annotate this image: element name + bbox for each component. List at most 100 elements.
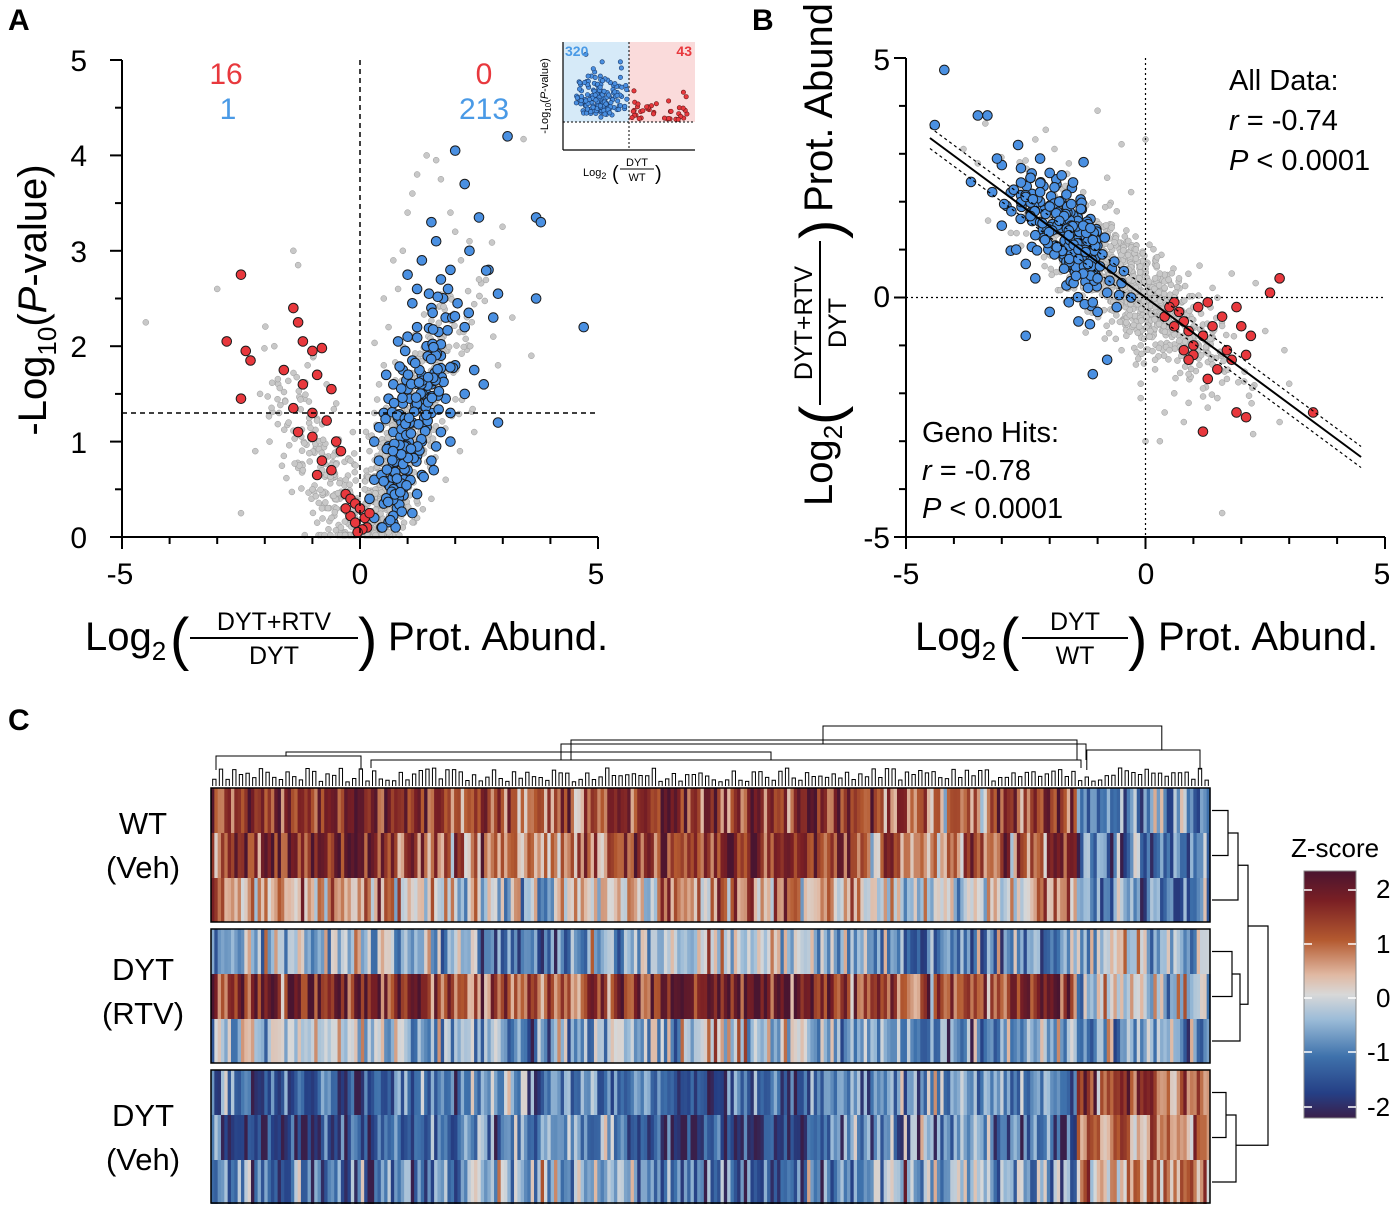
correlation-point <box>1108 318 1116 325</box>
volcano-point <box>490 333 497 340</box>
volcano-point <box>311 469 323 481</box>
correlation-point <box>1015 162 1027 174</box>
correlation-point <box>1135 275 1143 282</box>
correlation-point <box>1113 208 1121 215</box>
volcano-point <box>319 436 327 444</box>
correlation-point <box>1113 312 1120 319</box>
volcano-point <box>390 257 397 264</box>
volcano-point <box>459 321 471 333</box>
correlation-point <box>1048 271 1055 279</box>
volcano-point <box>274 375 282 383</box>
correlation-point <box>1245 330 1257 342</box>
volcano-ytick-5: 5 <box>70 45 87 78</box>
volcano-point <box>416 255 428 266</box>
correlation-point <box>1135 355 1142 362</box>
volcano-point <box>460 343 467 351</box>
volcano-point <box>392 336 404 347</box>
volcano-xtick-5: 5 <box>588 558 605 591</box>
correlation-point <box>1161 409 1168 416</box>
volcano-point <box>482 276 490 284</box>
correlation-point <box>1276 418 1283 426</box>
correlation-point <box>1218 322 1226 330</box>
correlation-point <box>1006 205 1017 217</box>
volcano-point <box>456 447 464 455</box>
colorbar-tick-neg2: -2 <box>1367 1092 1390 1122</box>
volcano-point <box>352 462 359 469</box>
volcano-point <box>432 291 444 303</box>
volcano-point <box>391 473 403 484</box>
correlation-point <box>1030 273 1041 284</box>
correlation-point <box>1160 352 1168 359</box>
inset-count-red: 43 <box>676 43 692 59</box>
correlation-point <box>1199 385 1207 392</box>
svg-text:DYT: DYT <box>626 157 648 169</box>
correlation-point <box>1153 253 1161 261</box>
volcano-point <box>342 476 349 484</box>
count-up-left: 16 <box>209 58 242 91</box>
volcano-point <box>302 391 309 398</box>
volcano-point <box>492 417 504 428</box>
correlation-point <box>1212 364 1223 375</box>
volcano-point <box>442 476 449 484</box>
correlation-point <box>1197 426 1209 437</box>
volcano-point <box>278 364 290 376</box>
volcano-point <box>411 332 423 343</box>
correlation-point <box>1307 407 1319 418</box>
correlation-point <box>1012 139 1024 151</box>
row-group-1-line1: WT <box>119 806 167 841</box>
volcano-point <box>467 342 474 350</box>
correlation-point <box>1127 188 1135 196</box>
volcano-point <box>423 152 430 159</box>
colorbar-title: Z-score <box>1291 833 1379 863</box>
volcano-point <box>502 131 513 142</box>
volcano-point <box>274 420 282 428</box>
volcano-point <box>321 415 332 426</box>
correlation-point <box>1202 296 1214 308</box>
volcano-point <box>488 239 496 246</box>
correlation-point <box>1180 418 1188 426</box>
volcano-point <box>351 468 358 476</box>
volcano-point <box>340 503 352 514</box>
svg-text:): ) <box>358 607 377 672</box>
volcano-point <box>452 396 459 403</box>
correlation-point <box>1040 253 1048 261</box>
correlation-point <box>1136 263 1144 270</box>
svg-text:(: ( <box>612 163 619 185</box>
correlation-point <box>972 110 984 121</box>
volcano-point <box>312 492 320 500</box>
correlation-point <box>1085 222 1096 234</box>
correlation-point <box>1231 407 1242 418</box>
volcano-point <box>420 311 428 318</box>
volcano-point <box>316 455 328 466</box>
volcano-point <box>469 405 476 413</box>
volcano-inset: 320 43 -Log10(P-value) Log2 ( DYT WT ) <box>539 42 695 185</box>
correlation-point <box>1137 342 1144 349</box>
volcano-point <box>313 417 321 424</box>
svg-text:Log2: Log2 <box>85 615 166 666</box>
correlation-point <box>960 145 967 153</box>
correlation-point <box>1020 258 1032 270</box>
volcano-point <box>307 431 318 443</box>
volcano-point <box>464 287 472 295</box>
volcano-point <box>292 426 304 438</box>
correlation-point <box>1025 172 1036 184</box>
correlation-point <box>1039 234 1051 246</box>
volcano-point <box>309 486 316 493</box>
volcano-point <box>405 443 417 455</box>
volcano-point <box>427 307 438 319</box>
correlation-point <box>1020 330 1032 342</box>
volcano-point <box>468 318 476 326</box>
volcano-point <box>473 212 485 223</box>
volcano-point <box>409 190 416 197</box>
volcano-point <box>266 438 273 445</box>
volcano-point <box>380 362 388 369</box>
correlation-point <box>1214 394 1221 402</box>
correlation-point <box>1171 345 1179 353</box>
volcano-point <box>240 345 252 357</box>
volcano-point <box>288 402 299 414</box>
correlation-point <box>1047 265 1055 273</box>
volcano-point <box>455 410 463 418</box>
colorbar-tick-0: 0 <box>1376 983 1390 1013</box>
volcano-point <box>305 398 313 405</box>
correlation-point <box>1236 320 1247 332</box>
